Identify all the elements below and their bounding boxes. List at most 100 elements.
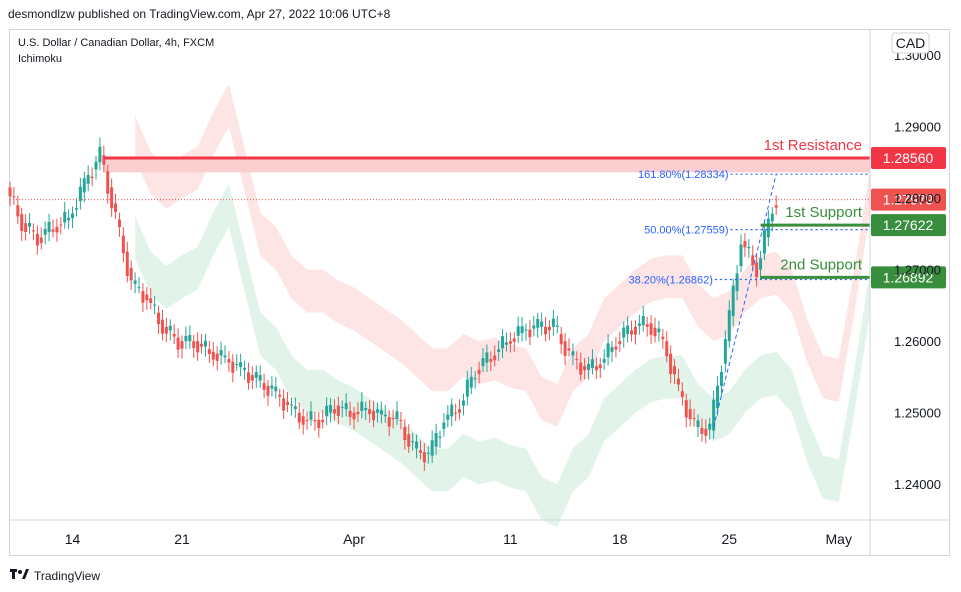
- candle: [239, 353, 243, 377]
- candle: [231, 354, 235, 383]
- candle: [160, 309, 164, 341]
- candle: [8, 181, 12, 207]
- candle-body: [293, 406, 297, 410]
- candle-body: [551, 318, 555, 327]
- time-axis: 14 21 Apr 11 18 25 May: [10, 519, 950, 547]
- candle-body: [379, 410, 383, 415]
- candle-body: [114, 203, 118, 212]
- candle-body: [391, 418, 395, 420]
- candle-body: [520, 326, 524, 334]
- candle-body: [735, 273, 739, 292]
- candle: [465, 370, 469, 406]
- candle: [504, 332, 508, 352]
- candle: [219, 341, 223, 365]
- candle-body: [434, 433, 438, 447]
- 1st-resistance-price-badge: 1.28560: [871, 147, 946, 170]
- candle-body: [622, 327, 626, 338]
- candle: [442, 413, 446, 437]
- candle-body: [172, 334, 176, 337]
- candle-body: [219, 349, 223, 356]
- candle: [254, 365, 258, 388]
- ichimoku-cloud: [135, 83, 870, 528]
- candle-body: [598, 364, 602, 369]
- candle: [434, 423, 438, 455]
- candle-body: [20, 214, 24, 232]
- candle-body: [94, 161, 98, 170]
- candle-body: [633, 326, 637, 335]
- candle-body: [688, 409, 692, 420]
- ichimoku-cloud-bullish: [135, 183, 870, 528]
- candle-body: [606, 343, 610, 358]
- candle: [759, 250, 763, 280]
- candle: [344, 393, 348, 417]
- candle-body: [332, 409, 336, 414]
- candle-body: [618, 341, 622, 345]
- candle: [274, 377, 278, 399]
- candle: [215, 346, 219, 371]
- candle-body: [24, 223, 28, 233]
- candle: [485, 344, 489, 373]
- candle: [594, 357, 598, 379]
- candle-body: [51, 229, 55, 232]
- candle-body: [55, 226, 59, 233]
- candle: [129, 260, 133, 290]
- 2nd-support-label: 2nd Support: [780, 256, 863, 273]
- candle-body: [587, 364, 591, 370]
- candle-body: [477, 369, 481, 375]
- candlestick-series: [8, 137, 778, 471]
- candle: [207, 340, 211, 363]
- candle-body: [286, 401, 290, 406]
- candle-body: [375, 409, 379, 413]
- candle: [168, 319, 172, 341]
- candle-body: [59, 224, 63, 226]
- candle: [375, 402, 379, 423]
- candle: [395, 401, 399, 425]
- ichimoku-cloud-bearish: [135, 83, 870, 428]
- candle: [332, 399, 336, 421]
- candle-body: [262, 383, 266, 390]
- candle-body: [465, 379, 469, 397]
- footer-brand: TradingView: [34, 568, 101, 583]
- candle: [508, 332, 512, 353]
- candle-body: [430, 440, 434, 456]
- candle: [305, 411, 309, 430]
- candle-body: [383, 414, 387, 417]
- candle: [157, 305, 161, 334]
- fib-level-38-2-label: 38.20%(1.26862): [629, 275, 713, 287]
- candle: [12, 186, 16, 205]
- candle-body: [344, 403, 348, 410]
- y-tick-label: 1.26000: [894, 334, 941, 349]
- candle: [551, 309, 555, 336]
- currency-badge[interactable]: CAD: [891, 32, 930, 54]
- candle-body: [567, 348, 571, 351]
- candle-body: [411, 441, 415, 443]
- chart-frame[interactable]: [9, 29, 950, 556]
- chart-title: U.S. Dollar / Canadian Dollar, 4h, FXCM: [18, 37, 214, 49]
- candle: [680, 382, 684, 406]
- candle: [692, 408, 696, 427]
- candle-body: [716, 385, 720, 409]
- candle-body: [305, 419, 309, 421]
- candle: [547, 320, 551, 341]
- candle-body: [368, 409, 372, 415]
- candle: [352, 406, 356, 430]
- candle: [325, 397, 329, 426]
- candle-body: [395, 411, 399, 419]
- candle-body: [544, 326, 548, 335]
- candle: [16, 195, 20, 224]
- candle: [149, 288, 153, 310]
- candle-body: [680, 391, 684, 398]
- candle-body: [637, 323, 641, 326]
- candle: [39, 227, 43, 250]
- candle-body: [461, 400, 465, 406]
- candle: [172, 324, 176, 344]
- candle-body: [415, 441, 419, 449]
- candle: [665, 331, 669, 363]
- candle: [94, 155, 98, 180]
- candle: [368, 400, 372, 423]
- candle-body: [200, 343, 204, 347]
- candle: [458, 399, 462, 420]
- candle-body: [289, 404, 293, 406]
- candle: [422, 443, 426, 471]
